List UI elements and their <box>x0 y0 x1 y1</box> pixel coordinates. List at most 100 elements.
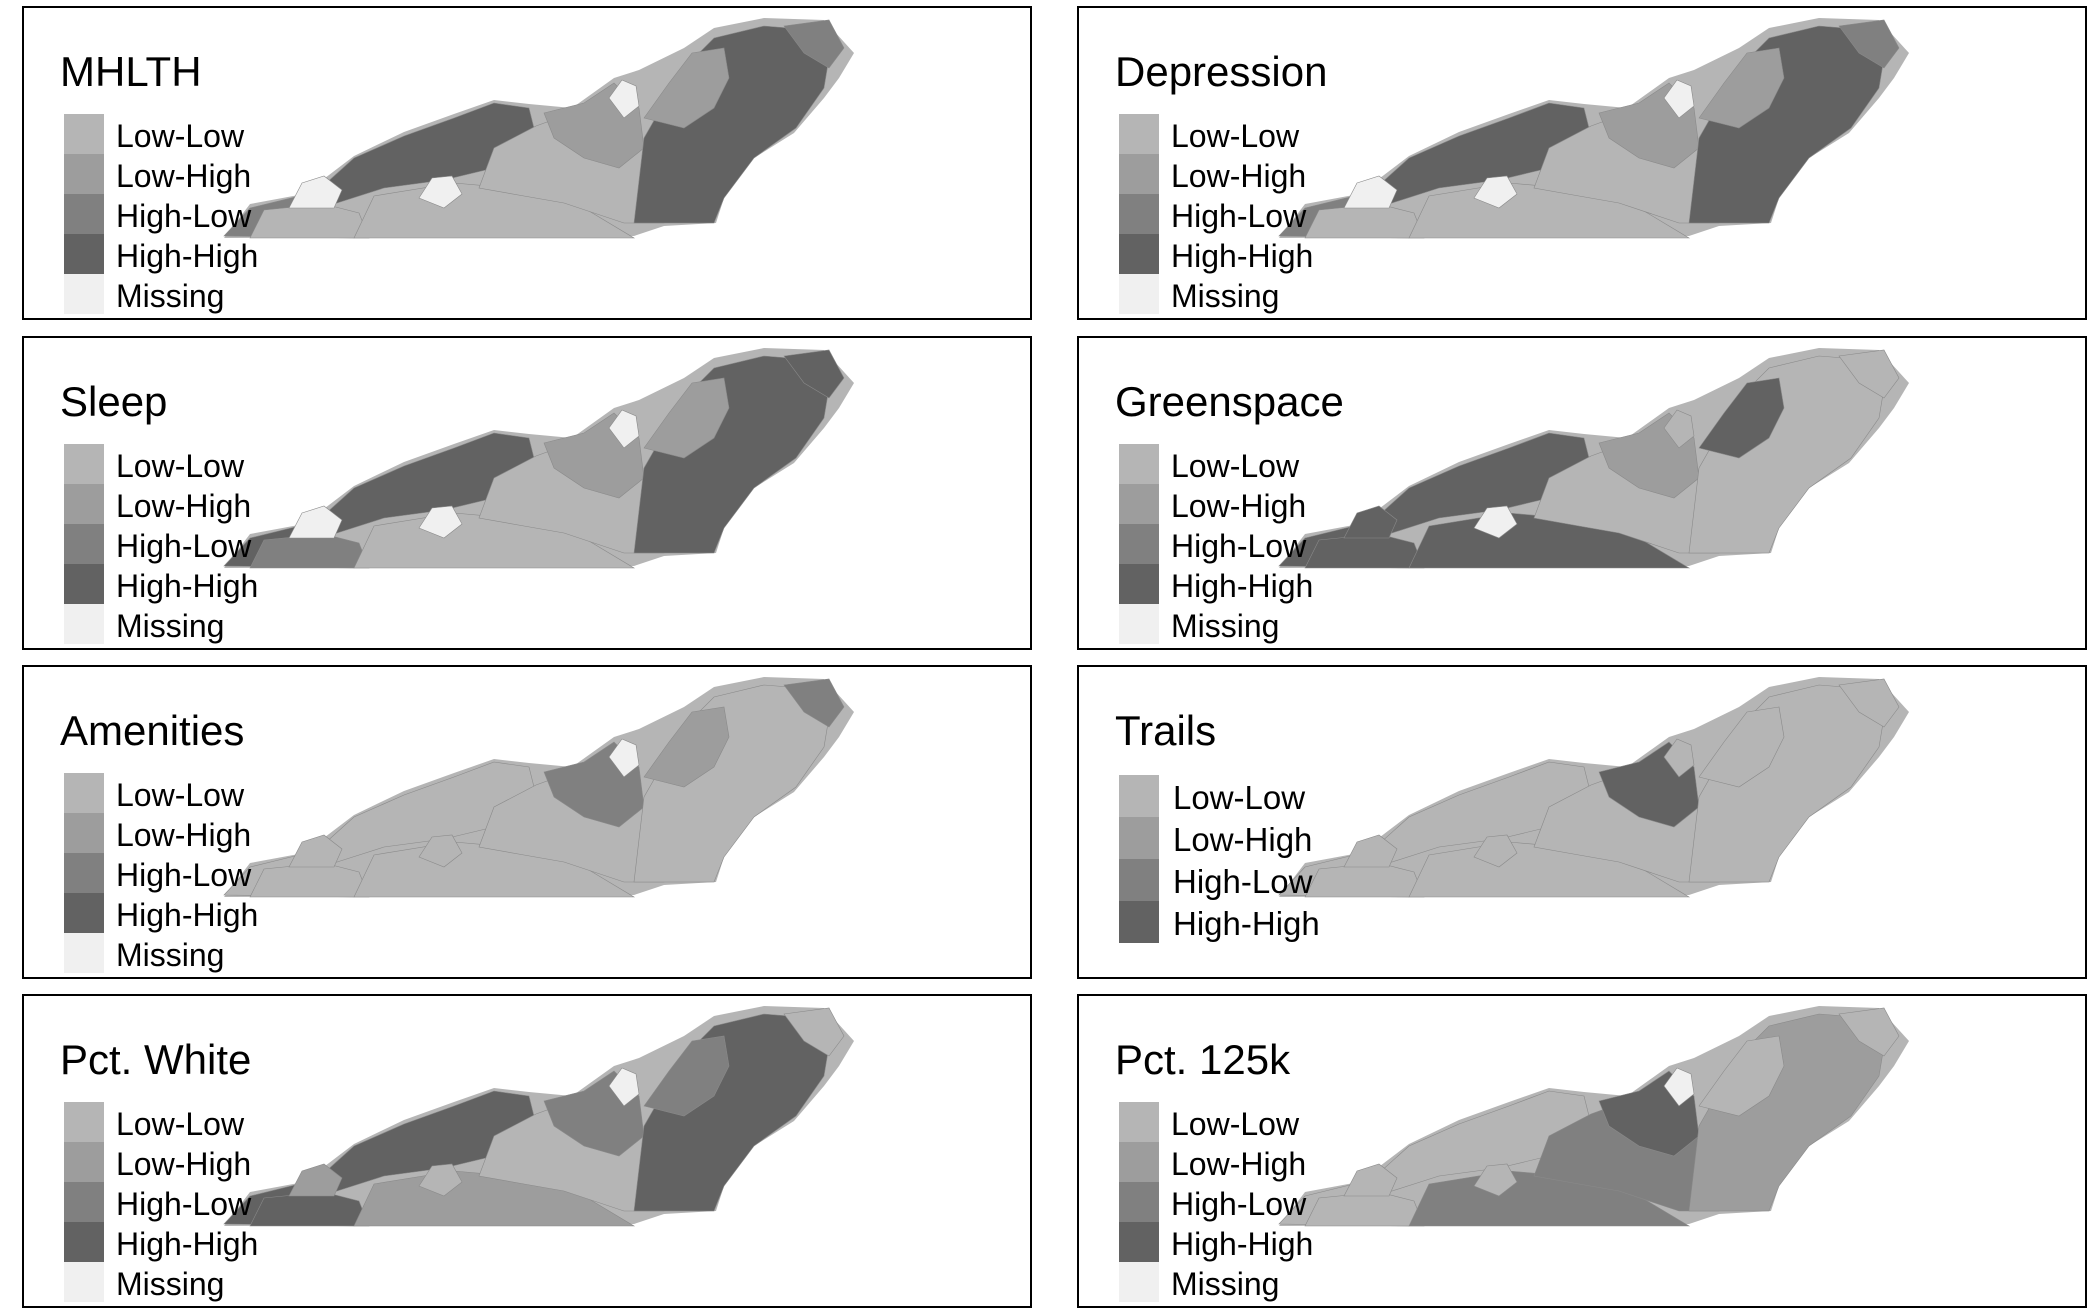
region-blanknorth <box>608 738 640 778</box>
legend-swatch <box>64 524 104 564</box>
legend-label: Low-High <box>116 488 252 524</box>
region-west2 <box>1304 533 1425 569</box>
map-svg <box>223 348 854 569</box>
region-blanknorth <box>1663 409 1695 449</box>
legend-swatch <box>64 1262 104 1302</box>
legend-label: High-Low <box>1171 528 1307 564</box>
legend-label: High-High <box>1171 568 1314 604</box>
map-panel-1: MHLTH Low-Low Low-High High-Low High-High Mis… <box>22 6 1032 320</box>
panel-title: Amenities <box>60 707 245 754</box>
legend-label: Low-High <box>1171 488 1307 524</box>
legend-label: Missing <box>116 1266 225 1302</box>
legend-label: High-High <box>116 897 259 933</box>
map-svg <box>1278 348 1909 569</box>
panel-title: Pct. White <box>60 1036 252 1083</box>
legend-label: High-Low <box>116 857 252 893</box>
legend-swatch <box>64 114 104 154</box>
region-blankwest <box>288 505 343 539</box>
legend-swatch <box>1119 1102 1159 1142</box>
legend-label: Low-Low <box>1171 448 1300 484</box>
region-blankcenter <box>418 505 463 539</box>
map-panel-5: Amenities Low-Low Low-High High-Low High-Hig… <box>22 665 1032 979</box>
legend-swatch <box>64 234 104 274</box>
legend-swatch <box>1119 901 1159 943</box>
legend-label: Low-Low <box>116 448 245 484</box>
legend-swatch <box>64 773 104 813</box>
region-blanknorth <box>608 79 640 119</box>
legend-swatch <box>1119 194 1159 234</box>
legend-label: Missing <box>116 608 225 644</box>
legend-swatch <box>64 933 104 973</box>
legend-swatch <box>1119 859 1159 901</box>
legend-swatch <box>1119 604 1159 644</box>
legend-label: Low-Low <box>1171 118 1300 154</box>
region-blankcenter <box>1473 505 1518 539</box>
legend-label: Low-Low <box>1173 779 1306 816</box>
region-west2 <box>249 533 370 569</box>
region-blanknorth <box>1663 738 1695 778</box>
legend-swatch <box>64 853 104 893</box>
map-svg <box>223 1006 854 1227</box>
legend-swatch <box>1119 114 1159 154</box>
region-blankcenter <box>1473 834 1518 868</box>
legend-label: Missing <box>116 937 225 973</box>
legend-swatch <box>1119 484 1159 524</box>
legend-label: Low-High <box>116 817 252 853</box>
region-blankcenter <box>418 1163 463 1197</box>
region-ridge <box>303 432 537 535</box>
region-nearnortheast <box>1698 1035 1785 1117</box>
map-svg <box>1278 1006 1909 1227</box>
region-blankcenter <box>418 834 463 868</box>
map-svg <box>1278 677 1909 898</box>
legend-label: Low-Low <box>116 1106 245 1142</box>
region-nearnortheast <box>1698 377 1785 459</box>
panel-title: Trails <box>1115 707 1217 754</box>
region-nearnortheast <box>643 47 730 129</box>
region-west2 <box>1304 862 1425 898</box>
legend-swatch <box>64 1142 104 1182</box>
legend-swatch <box>1119 817 1159 859</box>
region-nearnortheast <box>1698 706 1785 788</box>
legend-label: High-High <box>116 1226 259 1262</box>
region-nearnortheast <box>643 377 730 459</box>
legend-label: Low-High <box>1171 1146 1307 1182</box>
region-west2 <box>249 862 370 898</box>
legend-swatch <box>1119 775 1159 817</box>
region-farnortheast <box>1838 678 1900 728</box>
legend-label: High-Low <box>116 1186 252 1222</box>
legend-label: High-High <box>116 568 259 604</box>
legend-swatch <box>64 1102 104 1142</box>
legend-label: Missing <box>1171 608 1280 644</box>
legend-label: High-High <box>1171 1226 1314 1262</box>
legend-label: Low-High <box>116 1146 252 1182</box>
legend-swatch <box>64 154 104 194</box>
panel-title: Sleep <box>60 378 168 425</box>
panel-title: Pct. 125k <box>1115 1036 1291 1083</box>
legend-swatch <box>1119 444 1159 484</box>
region-blankwest <box>288 834 343 868</box>
region-west2 <box>1304 203 1425 239</box>
legend-label: High-Low <box>1171 1186 1307 1222</box>
region-nearnortheast <box>643 706 730 788</box>
region-ridge <box>303 1090 537 1193</box>
region-ridge <box>1358 102 1592 205</box>
region-blanknorth <box>608 409 640 449</box>
region-ridge <box>1358 761 1592 864</box>
legend-label: Low-High <box>1173 821 1313 858</box>
legend-swatch <box>64 813 104 853</box>
map-svg <box>223 677 854 898</box>
legend-swatch <box>1119 1262 1159 1302</box>
legend-swatch <box>1119 154 1159 194</box>
panel-title: Greenspace <box>1115 378 1344 425</box>
panel-title: Depression <box>1115 48 1328 95</box>
legend-label: Low-Low <box>1171 1106 1300 1142</box>
region-west2 <box>1304 1191 1425 1227</box>
region-ridge <box>1358 1090 1592 1193</box>
region-west2 <box>249 203 370 239</box>
region-nearnortheast <box>643 1035 730 1117</box>
legend-swatch <box>64 444 104 484</box>
legend-swatch <box>1119 234 1159 274</box>
legend-label: Low-High <box>116 158 252 194</box>
legend-label: Missing <box>1171 278 1280 314</box>
legend-label: High-High <box>116 238 259 274</box>
